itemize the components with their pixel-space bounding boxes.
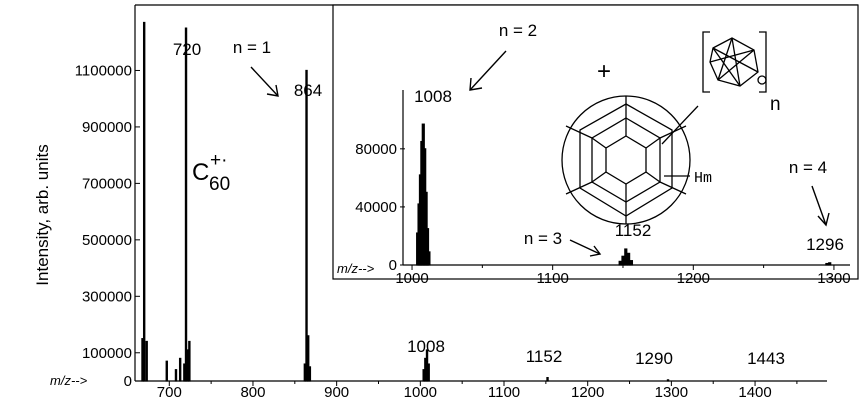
main-peak	[306, 70, 307, 381]
label-peak-720: 720	[173, 40, 201, 59]
inset-xtick-label: 1000	[395, 270, 428, 287]
main-y-axis-title: Intensity, arb. units	[33, 144, 52, 285]
main-peak	[142, 339, 143, 381]
main-peak	[166, 361, 167, 381]
main-x-axis-prefix: m/z-->	[50, 373, 88, 388]
label-peak-864: 864	[294, 81, 322, 100]
main-peak	[547, 378, 548, 381]
inset-xtick-label: 1300	[817, 270, 850, 287]
c60-cation-label: C +· 60	[192, 150, 230, 195]
inset-peak	[826, 264, 828, 265]
label-peak-1290-main: 1290	[635, 349, 673, 368]
inset-peak	[619, 261, 621, 265]
main-peak	[309, 367, 310, 381]
inset-peak	[630, 261, 632, 265]
inset-peak	[428, 252, 430, 265]
main-xtick-label: 800	[240, 384, 265, 401]
inset-xtick-label: 1200	[677, 270, 710, 287]
main-peak	[425, 358, 426, 381]
main-peak	[175, 370, 176, 381]
inset-xtick-label: 1100	[537, 270, 569, 287]
main-peak	[187, 350, 188, 381]
main-ytick-label: 900000	[82, 119, 132, 136]
main-xtick-label: 1100	[488, 384, 520, 401]
main-peak	[428, 364, 429, 381]
label-n1: n = 1	[233, 38, 271, 57]
main-xtick-label: 700	[157, 384, 182, 401]
main-peak	[180, 358, 181, 381]
main-xtick-label: 1300	[655, 384, 688, 401]
main-peak	[144, 22, 145, 381]
main-xtick-label: 1200	[571, 384, 604, 401]
inset-ytick-label: 40000	[355, 199, 397, 216]
c60-subscript: 60	[209, 174, 230, 195]
hm-label: Hm	[694, 170, 712, 187]
main-ytick-label: 1100000	[75, 62, 132, 79]
main-peak	[189, 341, 190, 381]
inset-chart: m/z--> 04000080000 1000110012001300 n = …	[333, 5, 858, 287]
label-peak-1443-main: 1443	[747, 349, 785, 368]
c60-charge: +·	[210, 150, 227, 171]
main-peak	[667, 380, 668, 381]
main-peak	[308, 336, 309, 381]
main-xtick-label: 900	[324, 384, 349, 401]
main-peak	[423, 370, 424, 381]
label-n3: n = 3	[524, 229, 562, 248]
label-peak-1152-main: 1152	[526, 347, 563, 366]
main-peak	[146, 341, 147, 381]
main-ytick-label: 700000	[82, 175, 132, 192]
label-n2: n = 2	[499, 21, 537, 40]
main-ytick-label: 100000	[82, 345, 132, 362]
main-ytick-label: 300000	[82, 288, 132, 305]
main-peak	[185, 28, 186, 381]
main-peak	[184, 364, 185, 381]
arrow-n1	[251, 67, 278, 96]
label-peak-1296-inset: 1296	[806, 235, 844, 254]
main-xtick-label: 1400	[738, 384, 771, 401]
main-ytick-label: 0	[124, 373, 132, 390]
label-peak-1008-inset: 1008	[414, 87, 452, 106]
plus-sign: +	[597, 58, 611, 85]
label-peak-1008-main: 1008	[407, 337, 445, 356]
inset-x-axis-prefix: m/z-->	[337, 261, 375, 276]
main-xtick-label: 1000	[404, 384, 437, 401]
inset-peak	[625, 249, 627, 265]
label-n4: n = 4	[789, 158, 827, 177]
main-peak	[304, 364, 305, 381]
cluster-count-n: n	[770, 94, 781, 115]
inset-peak	[622, 256, 624, 265]
inset-peak	[829, 263, 831, 265]
main-ytick-label: 500000	[82, 232, 132, 249]
inset-frame	[333, 5, 858, 279]
inset-peak	[628, 253, 630, 265]
c60-letter: C	[192, 159, 209, 186]
inset-ytick-label: 80000	[355, 141, 397, 158]
